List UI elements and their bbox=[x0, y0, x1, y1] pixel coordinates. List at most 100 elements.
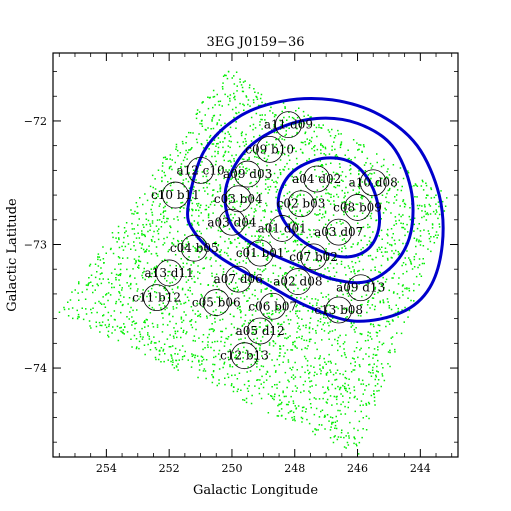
x-tick-label: 248 bbox=[284, 462, 305, 475]
source-circle-label: c09 b10 bbox=[245, 142, 294, 156]
source-circle bbox=[180, 234, 208, 262]
source-circle-group: a09 d03 bbox=[223, 160, 272, 188]
source-circle-label: a03 d04 bbox=[207, 215, 257, 229]
source-circle-label: a01 d01 bbox=[258, 221, 307, 235]
plot-frame bbox=[52, 52, 459, 458]
source-circle bbox=[224, 185, 252, 213]
source-circle-group: a11 d09 bbox=[264, 111, 313, 139]
chart-title: 3EG J0159−36 bbox=[206, 35, 304, 50]
source-circle-group: a07 d06 bbox=[214, 265, 263, 293]
source-circle-group: c09 b10 bbox=[245, 135, 294, 163]
source-circle-group: c02 b03 bbox=[277, 190, 326, 218]
source-circle-group: c03 b04 bbox=[214, 185, 263, 213]
source-circle bbox=[259, 292, 287, 320]
source-circle-label: a03 d07 bbox=[314, 225, 363, 239]
source-circle-group: a01 d01 bbox=[258, 215, 307, 242]
source-circle bbox=[256, 135, 284, 163]
source-circle bbox=[155, 259, 183, 287]
source-circle bbox=[347, 274, 375, 302]
source-circle-label: c08 b09 bbox=[333, 200, 382, 214]
source-circle-group: c08 b09 bbox=[333, 194, 382, 221]
x-tick-label: 254 bbox=[96, 462, 117, 475]
source-circle bbox=[325, 218, 353, 246]
source-circle-group: c10 b11 bbox=[151, 181, 200, 209]
source-circle-label: a05 d12 bbox=[236, 324, 285, 338]
source-circle-group: a10 d08 bbox=[349, 169, 398, 197]
source-circle-label: a09 d13 bbox=[336, 281, 385, 295]
x-tick-label: 246 bbox=[347, 462, 368, 475]
source-circle bbox=[187, 156, 214, 184]
source-circle bbox=[359, 169, 387, 197]
source-circle bbox=[162, 181, 189, 209]
source-circle bbox=[284, 268, 312, 295]
contour-2 bbox=[223, 116, 415, 285]
source-circle bbox=[303, 165, 331, 193]
source-circle bbox=[275, 111, 302, 139]
source-circle bbox=[246, 317, 274, 345]
source-circle-label: a12 c10 bbox=[176, 163, 224, 177]
source-circle-label: a07 d06 bbox=[214, 272, 263, 286]
source-circle bbox=[287, 190, 315, 218]
source-circle-group: c06 b07 bbox=[248, 292, 297, 320]
source-circle-label: a10 d08 bbox=[349, 176, 398, 190]
source-circle-label: a11 d09 bbox=[264, 118, 313, 132]
source-circle bbox=[325, 296, 353, 324]
source-circle-label: a04 d02 bbox=[292, 172, 341, 186]
source-circle-group: c04 b05 bbox=[170, 234, 219, 262]
source-circle-label: c01 b01 bbox=[236, 246, 285, 260]
source-circle-group: a12 c10 bbox=[176, 156, 225, 184]
source-circle bbox=[218, 208, 246, 236]
source-circle-label: c07 b02 bbox=[289, 250, 338, 264]
x-tick-label: 244 bbox=[410, 462, 431, 475]
source-circle-label: c13 b08 bbox=[314, 303, 363, 317]
source-circle bbox=[268, 215, 296, 242]
x-tick-label: 250 bbox=[221, 462, 242, 475]
source-circle-label: c12 b13 bbox=[220, 349, 269, 363]
y-axis-label: Galactic Latitude bbox=[5, 198, 20, 312]
y-tick-label: −74 bbox=[24, 362, 47, 375]
source-circle-group: c12 b13 bbox=[220, 342, 269, 370]
source-circle bbox=[344, 194, 371, 221]
source-circle-label: a09 d03 bbox=[223, 167, 272, 181]
source-circle-group: c05 b06 bbox=[192, 289, 241, 316]
source-circle-label: c02 b03 bbox=[277, 197, 326, 211]
source-circle bbox=[143, 284, 171, 312]
source-circle-group: a13 d11 bbox=[145, 259, 194, 287]
source-circle-label: c11 b12 bbox=[132, 291, 181, 305]
source-circle-label: c03 b04 bbox=[214, 192, 263, 206]
source-circle-label: a02 d08 bbox=[273, 275, 322, 289]
source-circle-group: c07 b02 bbox=[289, 243, 338, 271]
contour-1 bbox=[186, 97, 445, 323]
background-points-path bbox=[58, 70, 448, 455]
x-axis-label: Galactic Longitude bbox=[193, 483, 318, 498]
source-circle-group: c13 b08 bbox=[314, 296, 363, 324]
background-points bbox=[58, 70, 448, 455]
source-circle bbox=[246, 239, 274, 267]
source-circle bbox=[202, 289, 230, 316]
source-circle-label: a13 d11 bbox=[145, 266, 194, 280]
contours bbox=[186, 97, 445, 323]
source-circle-label: c10 b11 bbox=[151, 188, 200, 202]
source-circle-group: c11 b12 bbox=[132, 284, 181, 312]
source-circle-group: a03 d04 bbox=[207, 208, 257, 236]
y-tick-label: −73 bbox=[24, 238, 47, 251]
source-circle-group: c01 b01 bbox=[236, 239, 285, 267]
source-circle bbox=[300, 243, 327, 271]
contour-3 bbox=[276, 156, 382, 259]
source-circle-group: a03 d07 bbox=[314, 218, 363, 246]
source-circle bbox=[234, 160, 262, 188]
source-circle bbox=[231, 342, 258, 370]
y-tick-label: −72 bbox=[24, 115, 47, 128]
source-circle-label: c04 b05 bbox=[170, 241, 219, 255]
source-circle-group: a09 d13 bbox=[336, 274, 385, 302]
source-circle-label: c06 b07 bbox=[248, 299, 297, 313]
x-tick-label: 252 bbox=[159, 462, 180, 475]
source-circle-group: a02 d08 bbox=[273, 268, 322, 295]
source-circle bbox=[224, 265, 252, 293]
source-circle-label: c05 b06 bbox=[192, 296, 241, 310]
source-circle-group: a05 d12 bbox=[236, 317, 285, 345]
axis-ticks: 254 252 250 248 246 244 −72 −73 −74 bbox=[24, 53, 458, 475]
source-circle-group: a04 d02 bbox=[292, 165, 341, 193]
